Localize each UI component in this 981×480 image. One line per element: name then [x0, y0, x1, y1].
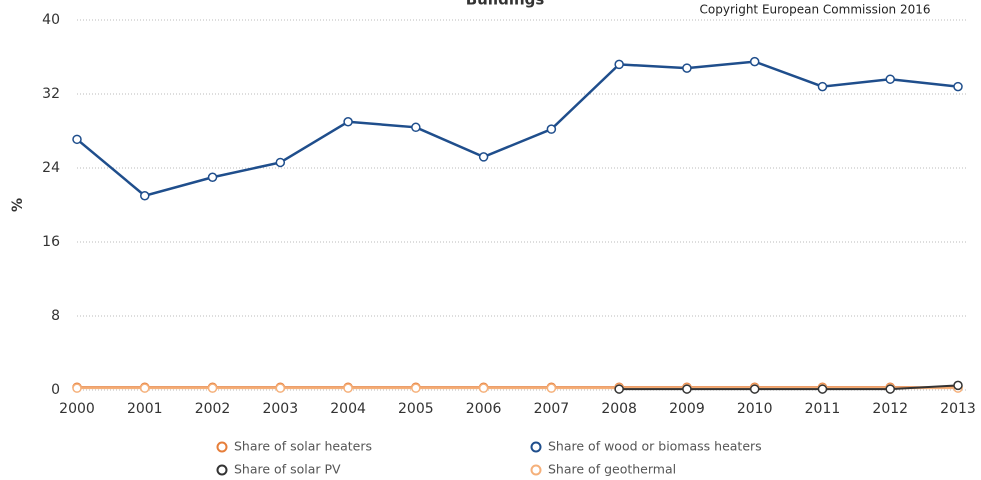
y-tick-label: 8	[51, 308, 60, 324]
y-tick-label: 0	[51, 382, 60, 398]
data-point	[682, 63, 692, 73]
x-tick-label: 2002	[195, 401, 231, 417]
data-point	[546, 383, 557, 393]
legend-marker	[530, 464, 542, 476]
x-tick-label: 2000	[59, 401, 95, 417]
chart-title: Buildings	[466, 0, 545, 9]
y-tick-label: 32	[42, 86, 60, 102]
copyright: Copyright European Commission 2016	[700, 3, 931, 17]
series-line	[619, 384, 959, 391]
legend: Share of solar heaters Share of wood or b…	[216, 439, 762, 477]
data-point	[140, 191, 150, 201]
data-point	[411, 122, 421, 133]
legend-label: Share of solar PV	[234, 462, 341, 477]
y-tick-label: 16	[42, 234, 60, 250]
legend-label: Share of geothermal	[548, 462, 676, 477]
legend-marker	[216, 441, 228, 453]
data-point	[682, 384, 692, 394]
data-point	[275, 383, 286, 393]
x-tick-label: 2004	[330, 401, 366, 417]
x-tick-label: 2012	[872, 401, 908, 417]
legend-item[interactable]: Share of wood or biomass heaters	[530, 439, 762, 454]
x-tick-label: 2006	[466, 401, 502, 417]
data-point	[885, 384, 895, 394]
y-axis-label: %	[10, 198, 26, 212]
legend-label: Share of wood or biomass heaters	[548, 439, 762, 454]
legend-item[interactable]: Share of solar PV	[216, 462, 342, 477]
legend-marker	[530, 441, 542, 453]
data-point	[478, 383, 489, 393]
legend-marker	[216, 464, 228, 476]
data-point	[72, 134, 82, 145]
data-point	[275, 157, 286, 168]
y-tick-label: 24	[42, 160, 60, 176]
data-point	[411, 383, 421, 393]
data-point	[478, 152, 489, 162]
data-point	[817, 81, 828, 92]
data-point	[72, 383, 82, 393]
x-tick-label: 2013	[940, 401, 976, 417]
x-tick-label: 2007	[534, 401, 570, 417]
x-tick-label: 2011	[805, 401, 841, 417]
data-point	[614, 59, 624, 70]
data-point	[207, 383, 218, 393]
series-line	[76, 60, 959, 198]
x-tick-label: 2010	[737, 401, 773, 417]
data-point	[953, 81, 963, 92]
data-point	[817, 384, 828, 394]
data-point	[207, 172, 218, 182]
x-tick-label: 2009	[669, 401, 705, 417]
data-point	[953, 380, 963, 391]
data-point	[614, 384, 624, 394]
data-point	[343, 383, 353, 393]
data-point	[749, 384, 760, 394]
x-tick-label: 2003	[262, 401, 298, 417]
legend-label: Share of solar heaters	[234, 439, 372, 454]
x-tick-label: 2001	[127, 401, 163, 417]
legend-item[interactable]: Share of geothermal	[530, 462, 677, 477]
x-tick-label: 2008	[601, 401, 637, 417]
data-point	[749, 56, 760, 67]
legend-item[interactable]: Share of solar heaters	[216, 439, 373, 454]
data-point	[546, 124, 557, 134]
x-tick-label: 2005	[398, 401, 434, 417]
y-tick-label: 40	[42, 12, 60, 28]
data-point	[140, 383, 150, 393]
data-point	[343, 117, 353, 127]
data-point	[885, 74, 895, 84]
